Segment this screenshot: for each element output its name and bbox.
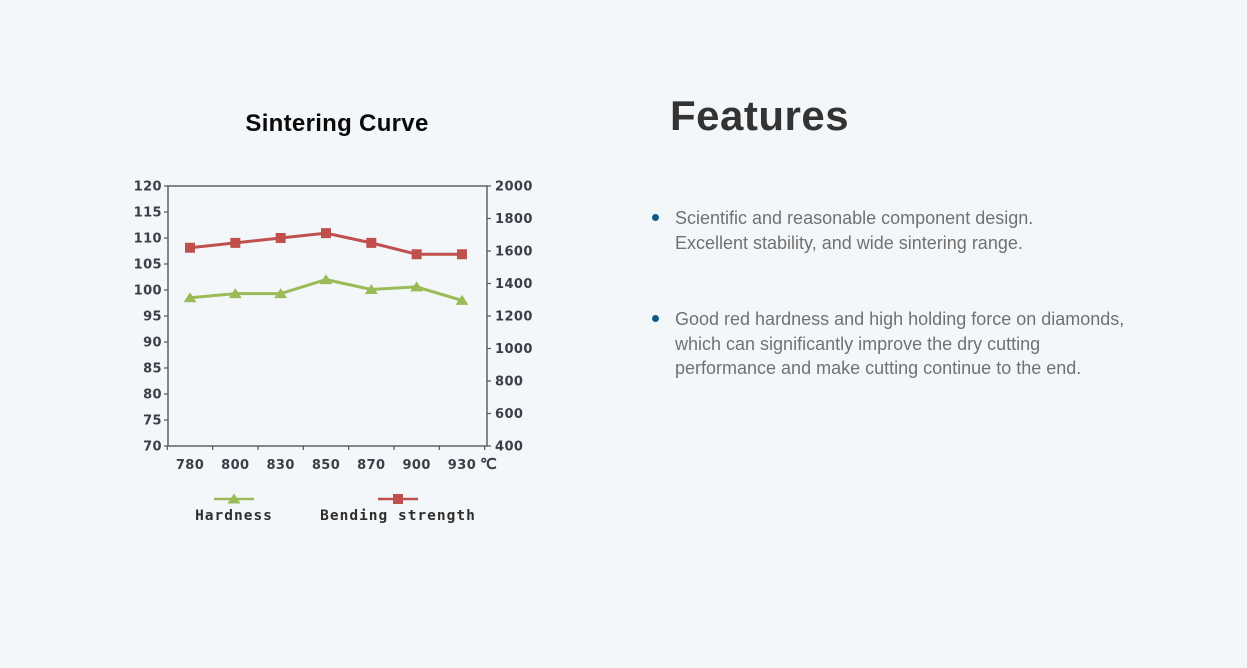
chart-legend: Hardness Bending strength	[195, 493, 476, 524]
celsius-unit-label: ℃	[480, 455, 497, 473]
svg-text:105: 105	[134, 258, 162, 273]
features-section: Features	[670, 92, 1220, 140]
svg-text:70: 70	[143, 440, 162, 455]
svg-text:900: 900	[402, 458, 430, 473]
svg-text:1600: 1600	[495, 245, 533, 260]
svg-text:100: 100	[134, 284, 162, 299]
svg-text:75: 75	[143, 414, 162, 429]
svg-text:120: 120	[134, 180, 162, 195]
bullet-icon	[652, 315, 659, 322]
svg-text:600: 600	[495, 407, 523, 422]
feature-text: Scientific and reasonable component desi…	[675, 208, 1034, 253]
feature-text: Good red hardness and high holding force…	[675, 309, 1125, 378]
series-bending-strength	[185, 228, 467, 260]
series-hardness	[183, 274, 469, 305]
svg-text:1200: 1200	[495, 310, 533, 325]
sintering-chart-svg: 120 115 110 105 100 95 90 85 80 75 70 2000 1800 1600 1…	[134, 180, 533, 525]
svg-text:1000: 1000	[495, 342, 533, 357]
svg-text:80: 80	[143, 388, 162, 403]
svg-text:2000: 2000	[495, 180, 533, 195]
legend-label-bending-strength: Bending strength	[320, 508, 476, 524]
bullet-icon	[652, 214, 659, 221]
svg-text:115: 115	[134, 206, 162, 221]
legend-label-hardness: Hardness	[195, 508, 273, 524]
svg-text:400: 400	[495, 440, 523, 455]
svg-text:930: 930	[448, 458, 476, 473]
svg-text:800: 800	[221, 458, 249, 473]
svg-text:95: 95	[143, 310, 162, 325]
features-heading: Features	[670, 92, 850, 139]
svg-text:830: 830	[266, 458, 294, 473]
feature-item: Scientific and reasonable component desi…	[650, 206, 1205, 255]
svg-text:850: 850	[312, 458, 340, 473]
svg-text:90: 90	[143, 336, 162, 351]
svg-text:870: 870	[357, 458, 385, 473]
features-list: Scientific and reasonable component desi…	[650, 206, 1205, 433]
y-axis-left: 120 115 110 105 100 95 90 85 80 75 70	[134, 180, 168, 455]
x-axis: 780 800 830 850 870 900 930 ℃	[166, 446, 497, 473]
svg-text:110: 110	[134, 232, 162, 247]
svg-text:780: 780	[176, 458, 204, 473]
plot-border	[167, 185, 488, 447]
y-axis-right: 2000 1800 1600 1400 1200 1000 800 600 400	[487, 180, 533, 455]
svg-text:85: 85	[143, 362, 162, 377]
svg-text:1800: 1800	[495, 212, 533, 227]
svg-text:800: 800	[495, 375, 523, 390]
feature-item: Good red hardness and high holding force…	[650, 307, 1205, 381]
svg-text:1400: 1400	[495, 277, 533, 292]
chart-title: Sintering Curve	[245, 110, 429, 137]
